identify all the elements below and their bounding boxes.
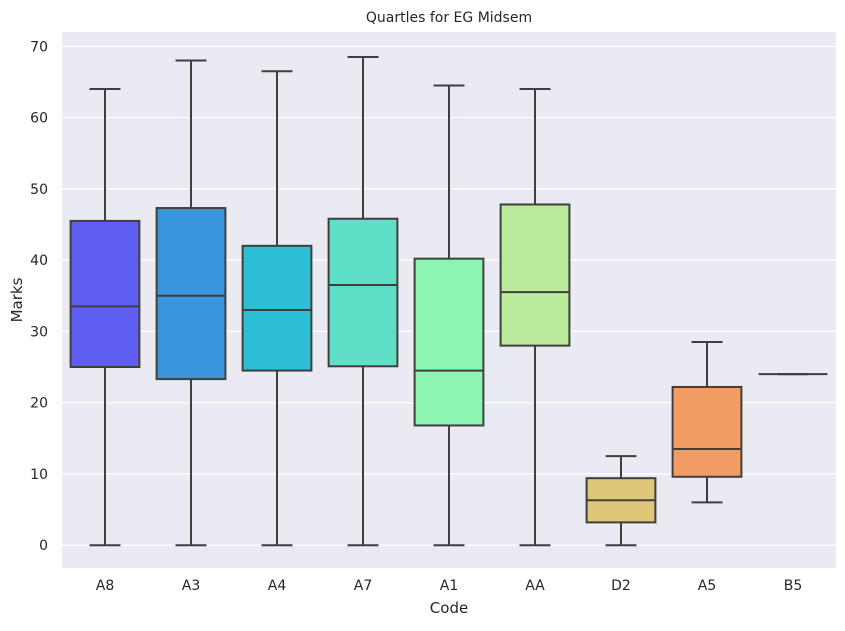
x-tick-label-a5: A5 [698,578,716,594]
x-tick-label-aa: AA [525,578,545,594]
box-a8 [69,88,141,547]
box-a7 [327,55,399,547]
box-aa [499,88,571,547]
x-tick-label-d2: D2 [611,578,631,594]
y-tick-label-10: 10 [30,467,48,483]
box-iqr [499,203,571,347]
box-iqr [671,385,743,478]
y-tick-labels: 0 10 20 30 40 50 60 70 [30,39,48,554]
x-axis-label: Code [430,599,468,617]
x-tick-label-a8: A8 [96,578,114,594]
y-tick-label-20: 20 [30,396,48,412]
y-tick-label-40: 40 [30,253,48,269]
y-tick-label-50: 50 [30,182,48,198]
y-tick-label-70: 70 [30,39,48,55]
box-a1 [413,84,485,547]
box-iqr [413,257,485,427]
chart-title: Quartles for EG Midsem [366,10,532,26]
x-tick-labels: A8 A3 A4 A7 A1 AA D2 A5 B5 [96,578,803,594]
x-tick-label-a4: A4 [268,578,287,594]
box-a3 [155,59,227,547]
box-a5 [671,341,743,504]
x-tick-label-b5: B5 [784,578,803,594]
boxes [69,55,828,547]
y-axis-label: Marks [8,277,26,322]
y-tick-label-60: 60 [30,111,48,127]
y-tick-label-30: 30 [30,324,48,340]
x-tick-label-a7: A7 [354,578,372,594]
x-tick-label-a3: A3 [182,578,200,594]
box-a4 [241,70,313,547]
y-tick-label-0: 0 [39,538,48,554]
x-tick-label-a1: A1 [440,578,458,594]
box-iqr [155,207,227,381]
box-iqr [241,244,313,372]
box-d2 [585,455,657,547]
box-iqr [327,217,399,368]
box-iqr [69,219,141,368]
